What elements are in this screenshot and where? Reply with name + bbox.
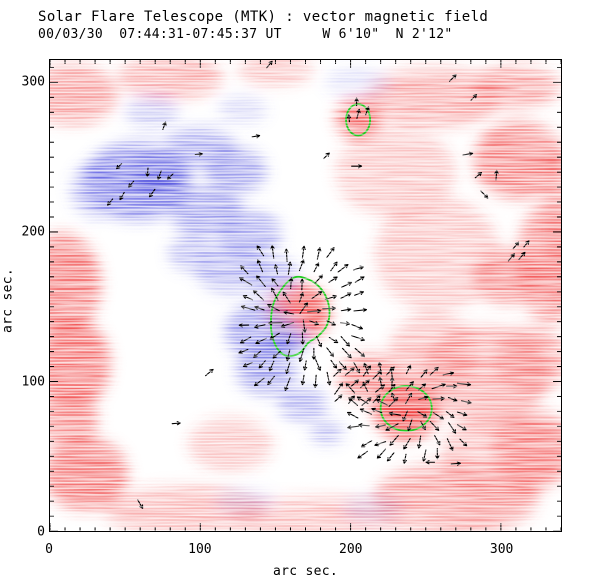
chart-title: Solar Flare Telescope (MTK) : vector mag…	[38, 9, 489, 25]
chart-subtitle: 00/03/30 07:44:31-07:45:37 UT W 6'10" N …	[38, 27, 453, 42]
axis-ticks	[50, 60, 561, 531]
x-tick-label: 0	[45, 542, 53, 557]
flux-contours	[269, 103, 433, 432]
y-axis-label: arc sec.	[0, 268, 16, 334]
scan-noise-layer	[50, 60, 561, 531]
y-tick-label: 0	[37, 524, 45, 540]
vector-field	[107, 60, 530, 509]
x-tick-label: 200	[339, 542, 363, 557]
y-tick-label: 200	[21, 224, 45, 240]
y-tick-label: 100	[21, 374, 45, 390]
y-tick-label: 300	[21, 74, 45, 90]
magnetogram-canvas	[50, 60, 561, 531]
plot-area	[49, 59, 562, 532]
x-tick-label: 300	[489, 542, 514, 557]
x-tick-label: 100	[188, 542, 212, 557]
x-axis-label: arc sec.	[272, 564, 338, 579]
